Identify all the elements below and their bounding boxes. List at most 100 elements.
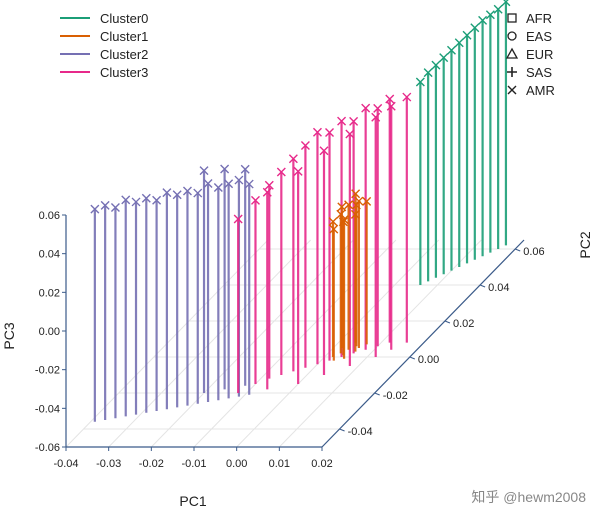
y-tick-mark (515, 248, 521, 252)
tick-labels: -0.06 -0.04 -0.02 0.00 0.02 0.04 0.06 -0.04 -0.0… (35, 210, 545, 470)
y-tick-mark (409, 356, 416, 360)
data-point (234, 175, 244, 185)
data-point (325, 127, 335, 137)
data-point (361, 103, 371, 113)
legend-symbol-eur (505, 47, 519, 59)
z-tick-label: 0.06 (39, 210, 60, 222)
legend-label-cluster0: Cluster0 (100, 11, 148, 26)
y-tick-label: -0.02 (383, 390, 408, 402)
watermark: 知乎 @hewm2008 (471, 489, 586, 505)
legend-label-cluster3: Cluster3 (100, 65, 148, 80)
y-tick-mark (339, 428, 345, 432)
x-tick-label: 0.01 (269, 458, 290, 470)
y-tick-label: 0.00 (418, 354, 439, 366)
x-tick-label: 0.02 (311, 458, 332, 470)
data-point (478, 15, 488, 25)
series-cluster3 (233, 92, 412, 393)
data-point (240, 164, 250, 174)
z-tick-label: -0.04 (35, 403, 60, 415)
series-cluster2 (90, 164, 254, 422)
y-tick-mark (479, 284, 486, 288)
data-point (162, 188, 172, 198)
data-point (224, 179, 234, 189)
data-point (446, 45, 456, 55)
data-point (203, 179, 213, 189)
legend-symbol-eas (507, 31, 517, 41)
data-point (193, 188, 203, 198)
data-point (233, 214, 243, 224)
z-axis-title: PC3 (1, 322, 17, 349)
data-point (439, 53, 449, 63)
z-tick-label: 0.04 (39, 249, 60, 261)
legend-label-eur: EUR (526, 47, 553, 62)
floor-grid-line-x (236, 239, 440, 448)
data-point (312, 127, 322, 137)
z-tick-label: -0.02 (35, 365, 60, 377)
z-tick-label: 0.02 (39, 287, 60, 299)
y-tick-label: 0.04 (488, 282, 509, 294)
x-tick-label: -0.03 (96, 458, 121, 470)
data-point (344, 200, 354, 210)
data-point (288, 154, 298, 164)
data-point (337, 116, 347, 126)
floor-grid-line-x (150, 239, 354, 448)
data-point (423, 68, 433, 78)
data-point (351, 189, 361, 199)
data-point (131, 197, 141, 207)
floor-grid-line-x (108, 239, 312, 448)
data-point (121, 195, 131, 205)
data-point (371, 112, 381, 122)
data-point (152, 195, 162, 205)
data-point (493, 4, 503, 14)
cluster-legend: Cluster0 Cluster1 Cluster2 Cluster3 (60, 11, 148, 80)
legend-label-sas: SAS (526, 65, 552, 80)
y-axis-line (321, 239, 525, 448)
data-point (213, 183, 223, 193)
data-point (319, 146, 329, 156)
data-point (454, 38, 464, 48)
data-point (386, 101, 396, 111)
floor-grid-line-x (278, 239, 482, 448)
z-tick-label: -0.06 (35, 442, 60, 454)
floor-grid-line-x (193, 239, 397, 448)
data-point (220, 164, 230, 174)
data-point (300, 140, 310, 150)
data-point (385, 94, 395, 104)
x-tick-label: -0.04 (53, 458, 78, 470)
floor-grid (65, 239, 525, 448)
x-tick-label: -0.01 (181, 458, 206, 470)
x-tick-label: -0.02 (139, 458, 164, 470)
y-tick-mark (444, 320, 451, 324)
data-point (182, 186, 192, 196)
x-tick-label: 0.00 (226, 458, 247, 470)
y-tick-label: 0.02 (453, 318, 474, 330)
legend-label-cluster1: Cluster1 (100, 29, 148, 44)
legend-symbol-afr (507, 13, 517, 23)
axes (65, 215, 525, 448)
data-point (244, 179, 254, 189)
legend-label-amr: AMR (526, 83, 555, 98)
y-tick-label: -0.04 (348, 426, 373, 438)
data-point (345, 129, 355, 139)
data-point (431, 60, 441, 70)
data-point (373, 103, 383, 113)
data-point (262, 187, 272, 197)
y-tick-mark (374, 392, 380, 396)
data-point (329, 224, 339, 234)
data-point (110, 202, 120, 212)
data-point (415, 77, 425, 87)
data-point (328, 217, 338, 227)
legend-label-eas: EAS (526, 29, 552, 44)
population-legend: AFR EAS EUR SAS AMR (505, 11, 555, 98)
data-point (100, 200, 110, 210)
z-tick-label: 0.00 (39, 326, 60, 338)
y-tick-label: 0.06 (523, 246, 544, 258)
x-axis-title: PC1 (179, 493, 206, 509)
data-point (250, 195, 260, 205)
series-cluster1 (328, 189, 372, 361)
data-point (264, 180, 274, 190)
y-axis-title: PC2 (577, 231, 593, 258)
data-point (276, 167, 286, 177)
legend-label-afr: AFR (526, 11, 552, 26)
